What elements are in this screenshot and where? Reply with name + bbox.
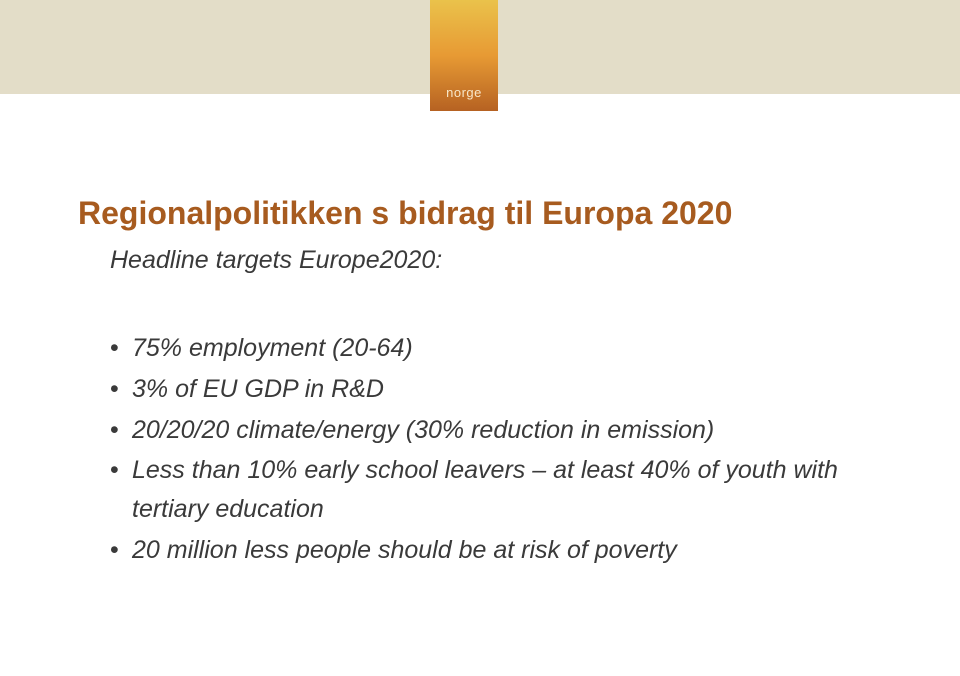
list-item: Less than 10% early school leavers – at … (110, 451, 888, 529)
list-item: 3% of EU GDP in R&D (110, 370, 888, 409)
slide-title: Regionalpolitikken s bidrag til Europa 2… (78, 195, 888, 232)
list-item: 20 million less people should be at risk… (110, 531, 888, 570)
list-item: 20/20/20 climate/energy (30% reduction i… (110, 411, 888, 450)
slide-subtitle: Headline targets Europe2020: (110, 246, 888, 275)
logo-text: norge (446, 85, 482, 100)
bullet-list: 75% employment (20-64) 3% of EU GDP in R… (110, 329, 888, 570)
list-item: 75% employment (20-64) (110, 329, 888, 368)
slide-content: Regionalpolitikken s bidrag til Europa 2… (78, 195, 888, 572)
logo-block: norge (430, 0, 498, 111)
